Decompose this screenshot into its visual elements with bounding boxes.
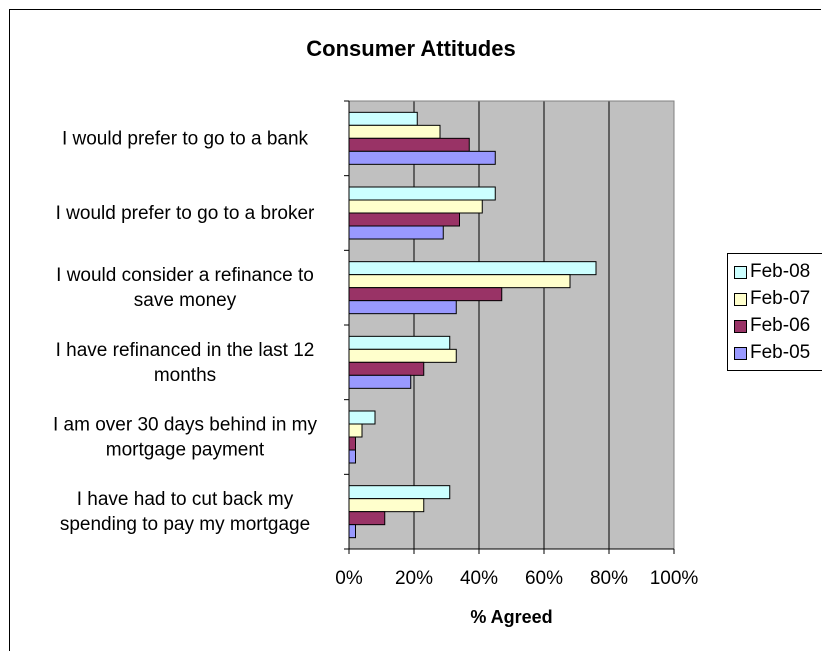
x-tick-label: 80% bbox=[590, 568, 628, 589]
category-label: save money bbox=[134, 290, 237, 311]
legend-label: Feb-07 bbox=[750, 288, 811, 309]
bar bbox=[348, 124, 441, 139]
legend-label: Feb-08 bbox=[750, 261, 811, 282]
x-tick-label: 0% bbox=[335, 568, 363, 589]
category-label: I have had to cut back my bbox=[77, 489, 294, 510]
chart-title: Consumer Attitudes bbox=[306, 36, 516, 61]
bar bbox=[348, 374, 412, 389]
legend-item: Feb-08 bbox=[734, 261, 811, 282]
chart-frame bbox=[9, 9, 821, 651]
bar bbox=[348, 274, 571, 289]
category-label: months bbox=[154, 365, 216, 386]
bar bbox=[348, 212, 460, 227]
bar bbox=[348, 511, 386, 526]
bar bbox=[348, 137, 470, 152]
legend-label: Feb-05 bbox=[750, 342, 811, 363]
bar bbox=[348, 410, 376, 425]
bar bbox=[348, 485, 451, 500]
bar bbox=[348, 300, 457, 315]
x-tick-label: 100% bbox=[650, 568, 699, 589]
category-label: I am over 30 days behind in my bbox=[53, 415, 318, 436]
legend-label: Feb-06 bbox=[750, 315, 811, 336]
bar bbox=[348, 111, 418, 126]
plot-area bbox=[349, 101, 674, 549]
bar bbox=[348, 423, 363, 438]
legend-swatch bbox=[734, 292, 747, 306]
legend-swatch bbox=[734, 265, 747, 279]
bar bbox=[348, 186, 496, 201]
bar bbox=[348, 498, 425, 513]
bar bbox=[348, 225, 444, 240]
x-tick-label: 20% bbox=[395, 568, 433, 589]
legend-item: Feb-07 bbox=[734, 288, 811, 309]
bar bbox=[348, 335, 451, 350]
legend-item: Feb-06 bbox=[734, 315, 811, 336]
bar bbox=[348, 348, 457, 363]
bar bbox=[348, 150, 496, 165]
bar bbox=[348, 449, 356, 464]
category-label: mortgage payment bbox=[106, 440, 265, 461]
category-label: spending to pay my mortgage bbox=[60, 514, 310, 535]
legend: Feb-08 Feb-07 Feb-06 Feb-05 bbox=[727, 253, 822, 371]
bar bbox=[348, 524, 356, 539]
bar bbox=[348, 199, 483, 214]
bar bbox=[348, 287, 503, 302]
x-axis-title: % Agreed bbox=[470, 607, 552, 627]
x-tick-label: 60% bbox=[525, 568, 563, 589]
legend-item: Feb-05 bbox=[734, 342, 811, 363]
category-label: I would prefer to go to a broker bbox=[56, 203, 315, 224]
bar bbox=[348, 436, 356, 451]
legend-swatch bbox=[734, 319, 747, 333]
category-label: I would prefer to go to a bank bbox=[62, 128, 309, 149]
x-tick-label: 40% bbox=[460, 568, 498, 589]
bar bbox=[348, 361, 425, 376]
category-label: I would consider a refinance to bbox=[56, 265, 314, 286]
category-label: I have refinanced in the last 12 bbox=[56, 340, 315, 361]
legend-swatch bbox=[734, 346, 747, 360]
bar bbox=[348, 261, 597, 276]
